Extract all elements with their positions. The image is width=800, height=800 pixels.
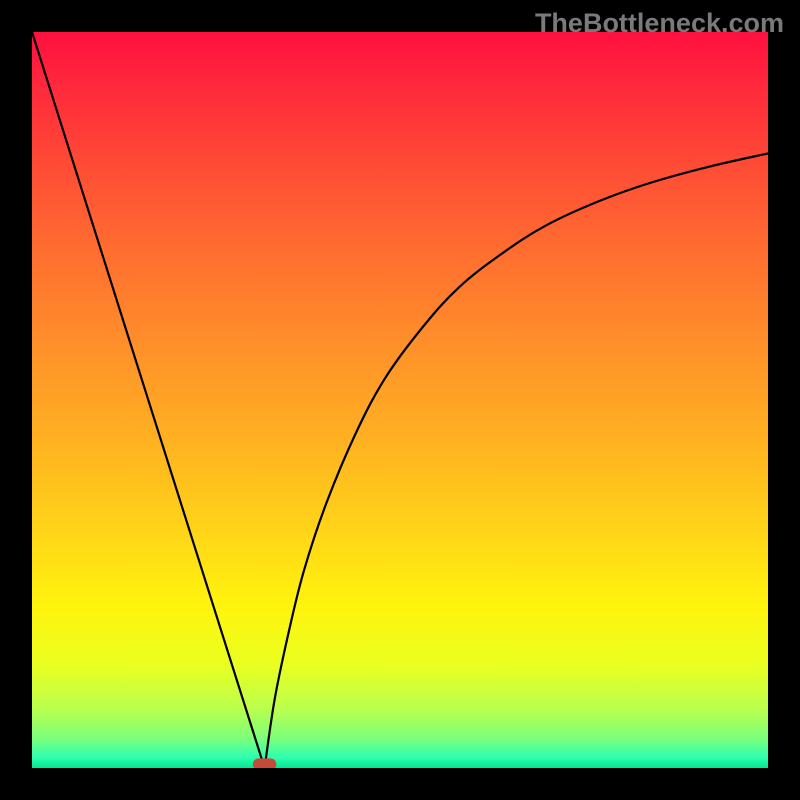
plot-svg: [32, 32, 768, 768]
gradient-background: [32, 32, 768, 768]
minimum-marker: [253, 758, 277, 768]
plot-area: [32, 32, 768, 768]
watermark-text: TheBottleneck.com: [535, 8, 784, 39]
chart-container: TheBottleneck.com: [0, 0, 800, 800]
